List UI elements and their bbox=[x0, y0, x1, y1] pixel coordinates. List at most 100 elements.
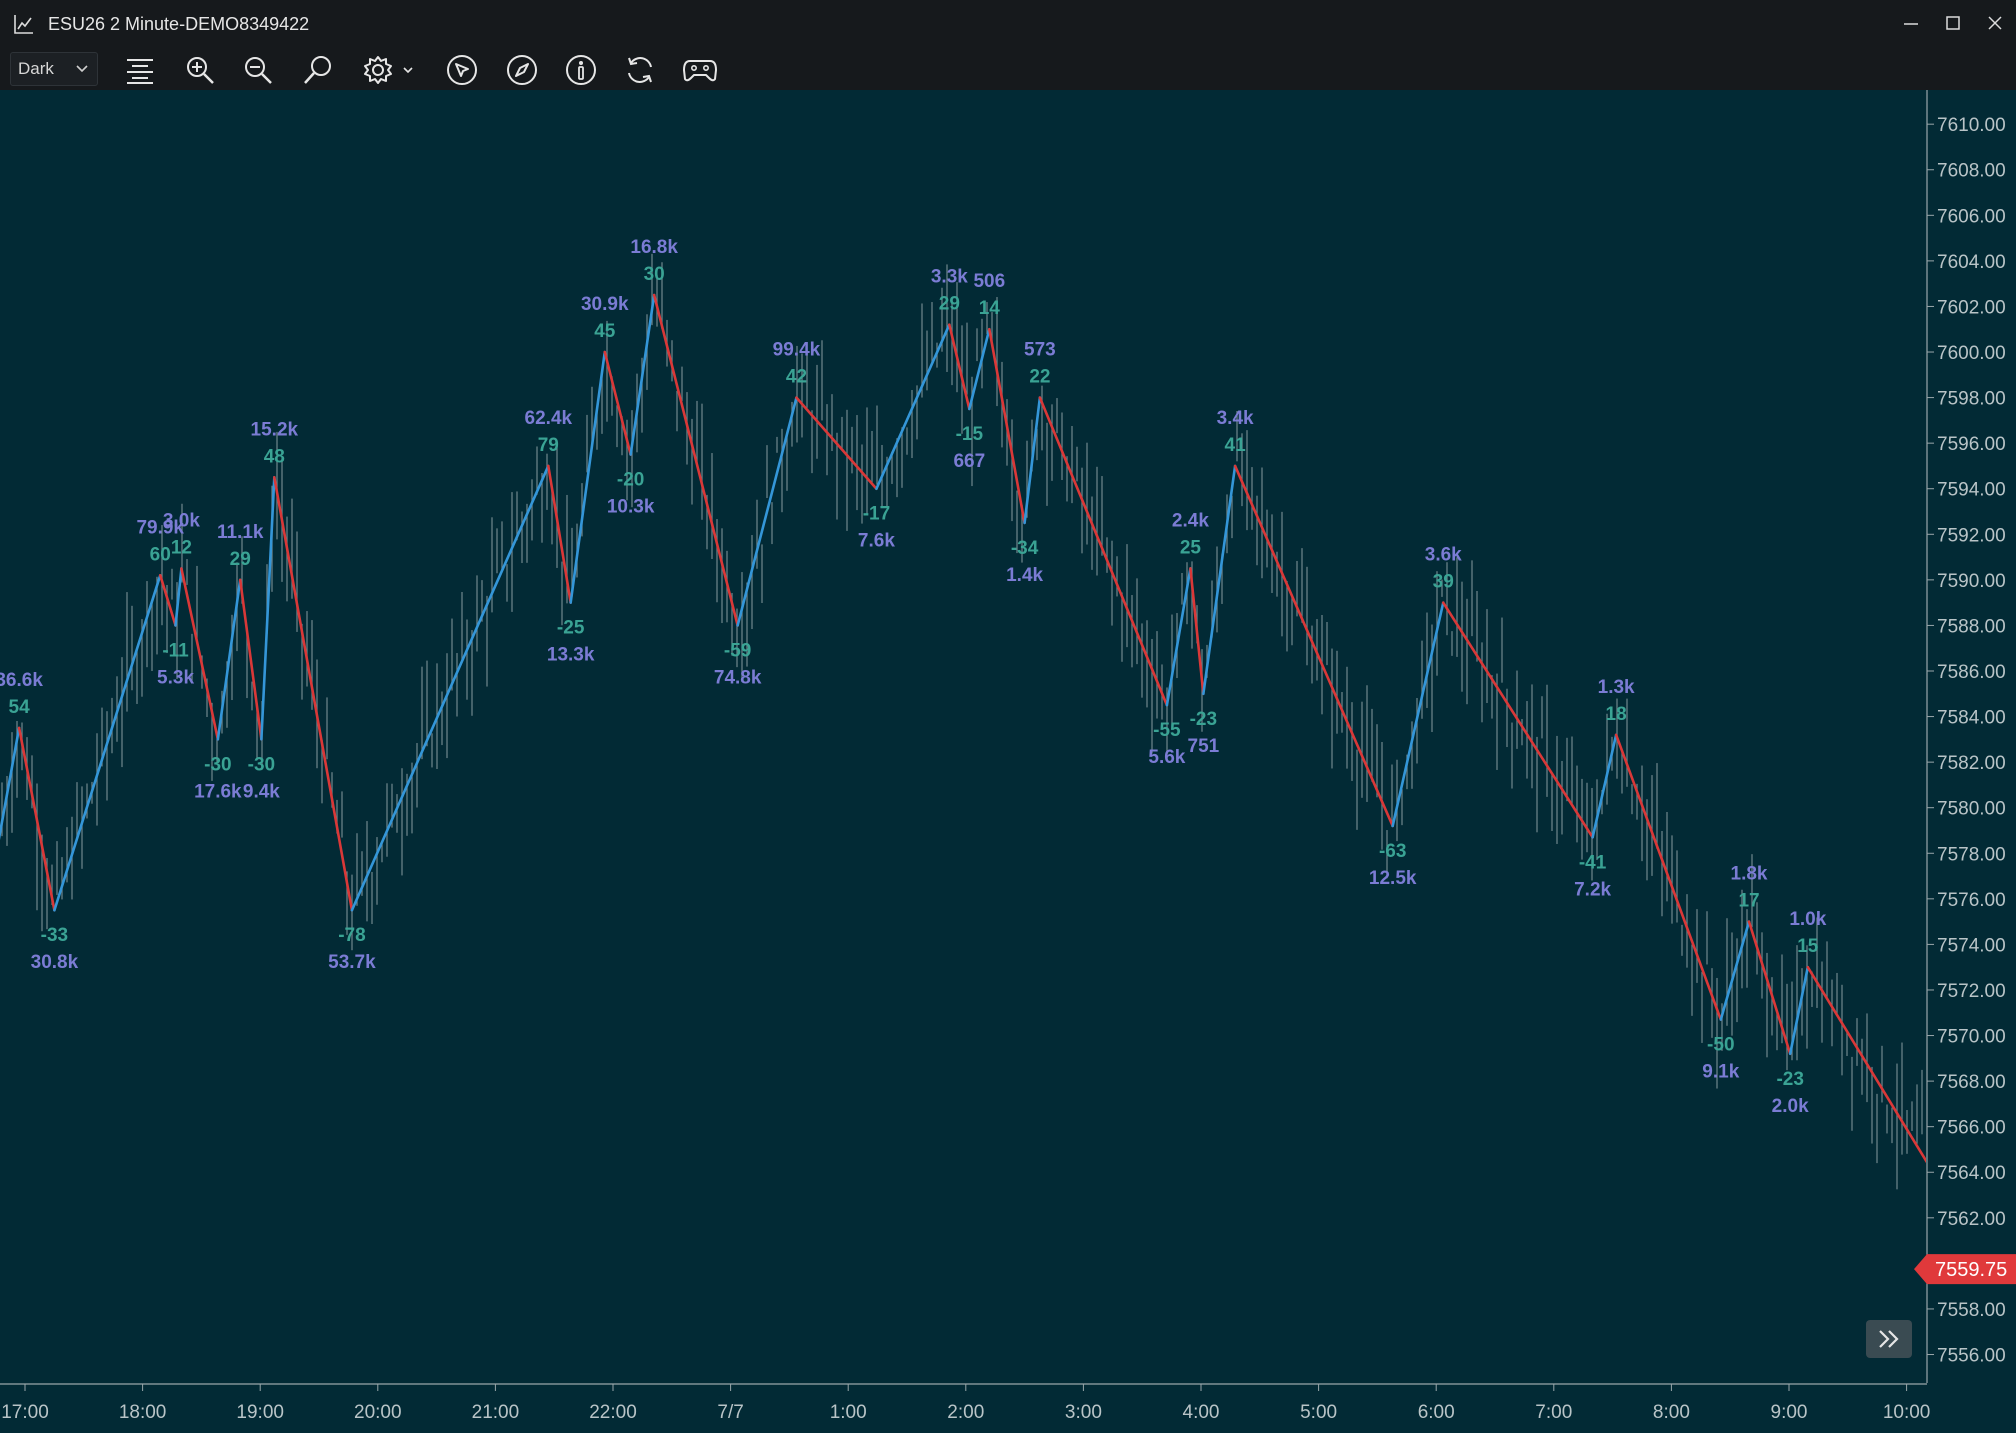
price-label: 7592.00 bbox=[1937, 525, 2006, 546]
swing-label-bottom: 29 bbox=[230, 549, 251, 570]
swing-label-bottom: 41 bbox=[1225, 435, 1247, 456]
time-label: 9:00 bbox=[1771, 1402, 1808, 1423]
swing-label-top: 1.0k bbox=[1789, 909, 1826, 930]
time-label: 1:00 bbox=[830, 1402, 867, 1423]
theme-dropdown[interactable]: Dark bbox=[10, 52, 98, 86]
time-label: 20:00 bbox=[354, 1402, 402, 1423]
swing-label-bottom: 17.6k bbox=[194, 781, 242, 802]
info-icon bbox=[566, 55, 596, 85]
zoom-out-icon bbox=[245, 57, 272, 84]
price-label: 7558.00 bbox=[1937, 1300, 2006, 1321]
price-label: 7556.00 bbox=[1937, 1346, 2006, 1367]
up-leg bbox=[1944, 922, 2008, 1191]
price-label: 7572.00 bbox=[1937, 981, 2006, 1002]
scroll-to-latest-button[interactable] bbox=[1866, 1320, 1912, 1358]
swing-label-top: 573 bbox=[1024, 340, 1056, 361]
time-label: 4:00 bbox=[1183, 1402, 1220, 1423]
down-leg bbox=[2008, 922, 2016, 1104]
time-axis[interactable]: 17:00 18:00 19:00 20:00 21:00 22:00 7/7 1:00 2:0… bbox=[1, 1384, 1930, 1423]
gamepad-button[interactable] bbox=[682, 54, 718, 86]
price-label: 7582.00 bbox=[1937, 753, 2006, 774]
close-button[interactable] bbox=[1974, 0, 2014, 48]
up-leg bbox=[1788, 965, 1810, 1056]
cursor-icon bbox=[447, 55, 477, 85]
down-leg bbox=[1189, 567, 1205, 696]
up-leg bbox=[1023, 396, 1042, 525]
swing-label-top: -55 bbox=[1153, 720, 1181, 741]
search-button[interactable] bbox=[302, 54, 334, 86]
close-icon bbox=[1988, 16, 2002, 30]
time-label: 21:00 bbox=[472, 1402, 520, 1423]
down-leg bbox=[547, 464, 572, 604]
up-leg bbox=[1391, 601, 1445, 828]
swing-label-top: -33 bbox=[41, 925, 68, 946]
swing-label-top: 11.1k bbox=[217, 522, 264, 543]
price-label: 7596.00 bbox=[1937, 434, 2006, 455]
minimize-icon bbox=[1904, 23, 1918, 25]
price-tag-shape bbox=[1914, 1254, 2016, 1285]
down-leg bbox=[273, 476, 354, 912]
up-leg bbox=[1202, 464, 1237, 696]
swing-label-top: 1.3k bbox=[1598, 677, 1635, 698]
swing-label-top: -15 bbox=[956, 424, 984, 445]
price-label: 7588.00 bbox=[1937, 616, 2006, 637]
down-leg bbox=[180, 567, 220, 741]
info-button[interactable] bbox=[565, 54, 597, 86]
price-label: 7610.00 bbox=[1937, 115, 2006, 136]
maximize-button[interactable] bbox=[1932, 0, 1972, 48]
down-leg bbox=[795, 396, 878, 491]
zoom-out-button[interactable] bbox=[242, 54, 274, 86]
refresh-button[interactable] bbox=[624, 54, 656, 86]
down-leg bbox=[1441, 601, 1594, 839]
swing-label-bottom: 54 bbox=[9, 697, 31, 718]
swing-label-bottom: 48 bbox=[264, 446, 285, 467]
up-leg bbox=[1165, 567, 1192, 707]
minimize-button[interactable] bbox=[1890, 0, 1930, 48]
swing-label-bottom: 14 bbox=[979, 298, 1001, 319]
price-label: 7568.00 bbox=[1937, 1072, 2006, 1093]
swing-label-top: -30 bbox=[204, 754, 231, 775]
swing-label-top: -59 bbox=[724, 640, 751, 661]
price-label: 7578.00 bbox=[1937, 844, 2006, 865]
gamepad-icon bbox=[683, 60, 717, 82]
toolbar: Dark bbox=[0, 48, 2016, 90]
price-label: 7608.00 bbox=[1937, 161, 2006, 182]
last-price-tag: 7559.75 bbox=[1914, 1254, 2016, 1285]
zoom-in-button[interactable] bbox=[184, 54, 216, 86]
swing-label-top: 36.6k bbox=[0, 670, 43, 691]
down-leg bbox=[1806, 965, 1926, 1164]
price-label: 7562.00 bbox=[1937, 1209, 2006, 1230]
settings-button[interactable] bbox=[362, 54, 418, 86]
swing-label-top: -25 bbox=[557, 618, 585, 639]
time-label: 18:00 bbox=[119, 1402, 167, 1423]
chart-icon bbox=[14, 15, 33, 34]
time-label: 17:00 bbox=[1, 1402, 49, 1423]
swing-label-bottom: 30 bbox=[644, 264, 665, 285]
swing-label-bottom: 751 bbox=[1188, 736, 1220, 757]
menu-lines-button[interactable] bbox=[124, 54, 156, 86]
price-label: 7586.00 bbox=[1937, 662, 2006, 683]
swing-label-top: -41 bbox=[1579, 852, 1607, 873]
swing-label-bottom: 25 bbox=[1180, 537, 1202, 558]
price-label: 7574.00 bbox=[1937, 935, 2006, 956]
price-label: 7566.00 bbox=[1937, 1118, 2006, 1139]
gear-icon bbox=[364, 56, 413, 84]
up-leg bbox=[260, 476, 276, 741]
price-chart[interactable]: 36.6k 54 -33 30.8k 79.9k 60 -11 5.3k 3.0k 12 -30 17… bbox=[0, 90, 2016, 1433]
swing-label-bottom: 5.3k bbox=[157, 667, 194, 688]
cursor-button[interactable] bbox=[446, 54, 478, 86]
swing-label-bottom: 667 bbox=[953, 451, 985, 472]
swing-label-bottom: 12.5k bbox=[1369, 868, 1417, 889]
swing-label-top: 99.4k bbox=[773, 340, 821, 361]
compass-button[interactable] bbox=[506, 54, 538, 86]
price-axis[interactable]: 7610.00 7608.00 7606.00 7604.00 7602.00 7600.… bbox=[1927, 115, 2006, 1367]
price-label: 7576.00 bbox=[1937, 890, 2006, 911]
swing-label-top: 16.8k bbox=[630, 237, 678, 258]
up-leg bbox=[629, 293, 656, 456]
time-label: 22:00 bbox=[589, 1402, 637, 1423]
swing-label-bottom: 7.2k bbox=[1574, 879, 1611, 900]
time-label: 6:00 bbox=[1418, 1402, 1455, 1423]
double-chevron-right-icon bbox=[1879, 1330, 1899, 1348]
swing-label-top: 62.4k bbox=[525, 408, 573, 429]
time-label: 2:00 bbox=[947, 1402, 984, 1423]
